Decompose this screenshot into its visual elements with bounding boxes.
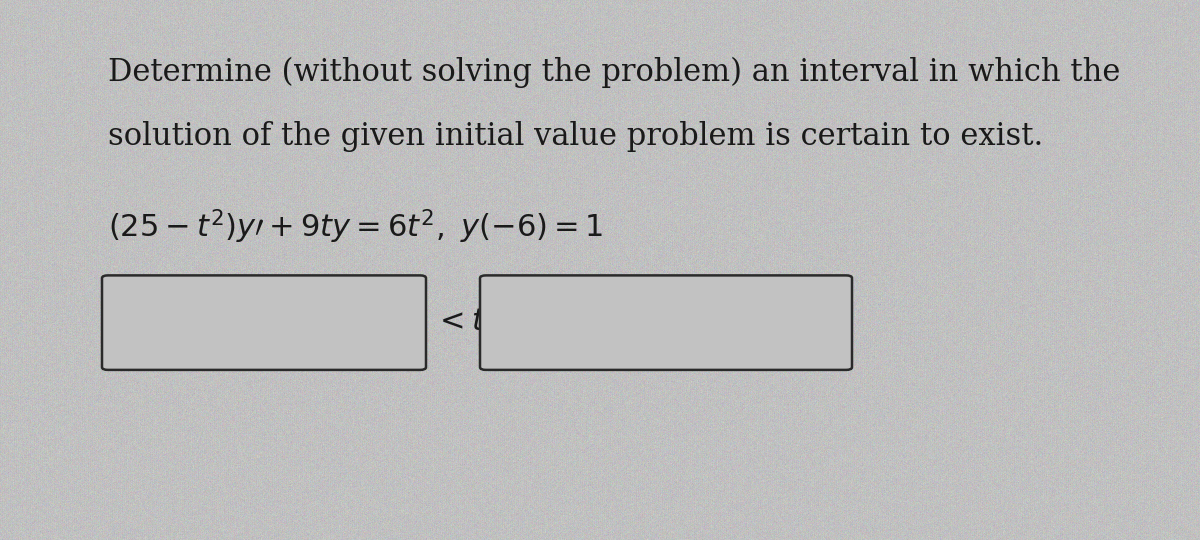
Text: Determine (without solving the problem) an interval in which the: Determine (without solving the problem) … [108, 57, 1121, 88]
FancyBboxPatch shape [102, 275, 426, 370]
Text: $<t<$: $<t<$ [434, 307, 514, 336]
Text: $(25 - t^2)y\prime + 9ty = 6t^2,\ y(-6) = 1$: $(25 - t^2)y\prime + 9ty = 6t^2,\ y(-6) … [108, 208, 604, 246]
Text: solution of the given initial value problem is certain to exist.: solution of the given initial value prob… [108, 122, 1043, 152]
FancyBboxPatch shape [480, 275, 852, 370]
